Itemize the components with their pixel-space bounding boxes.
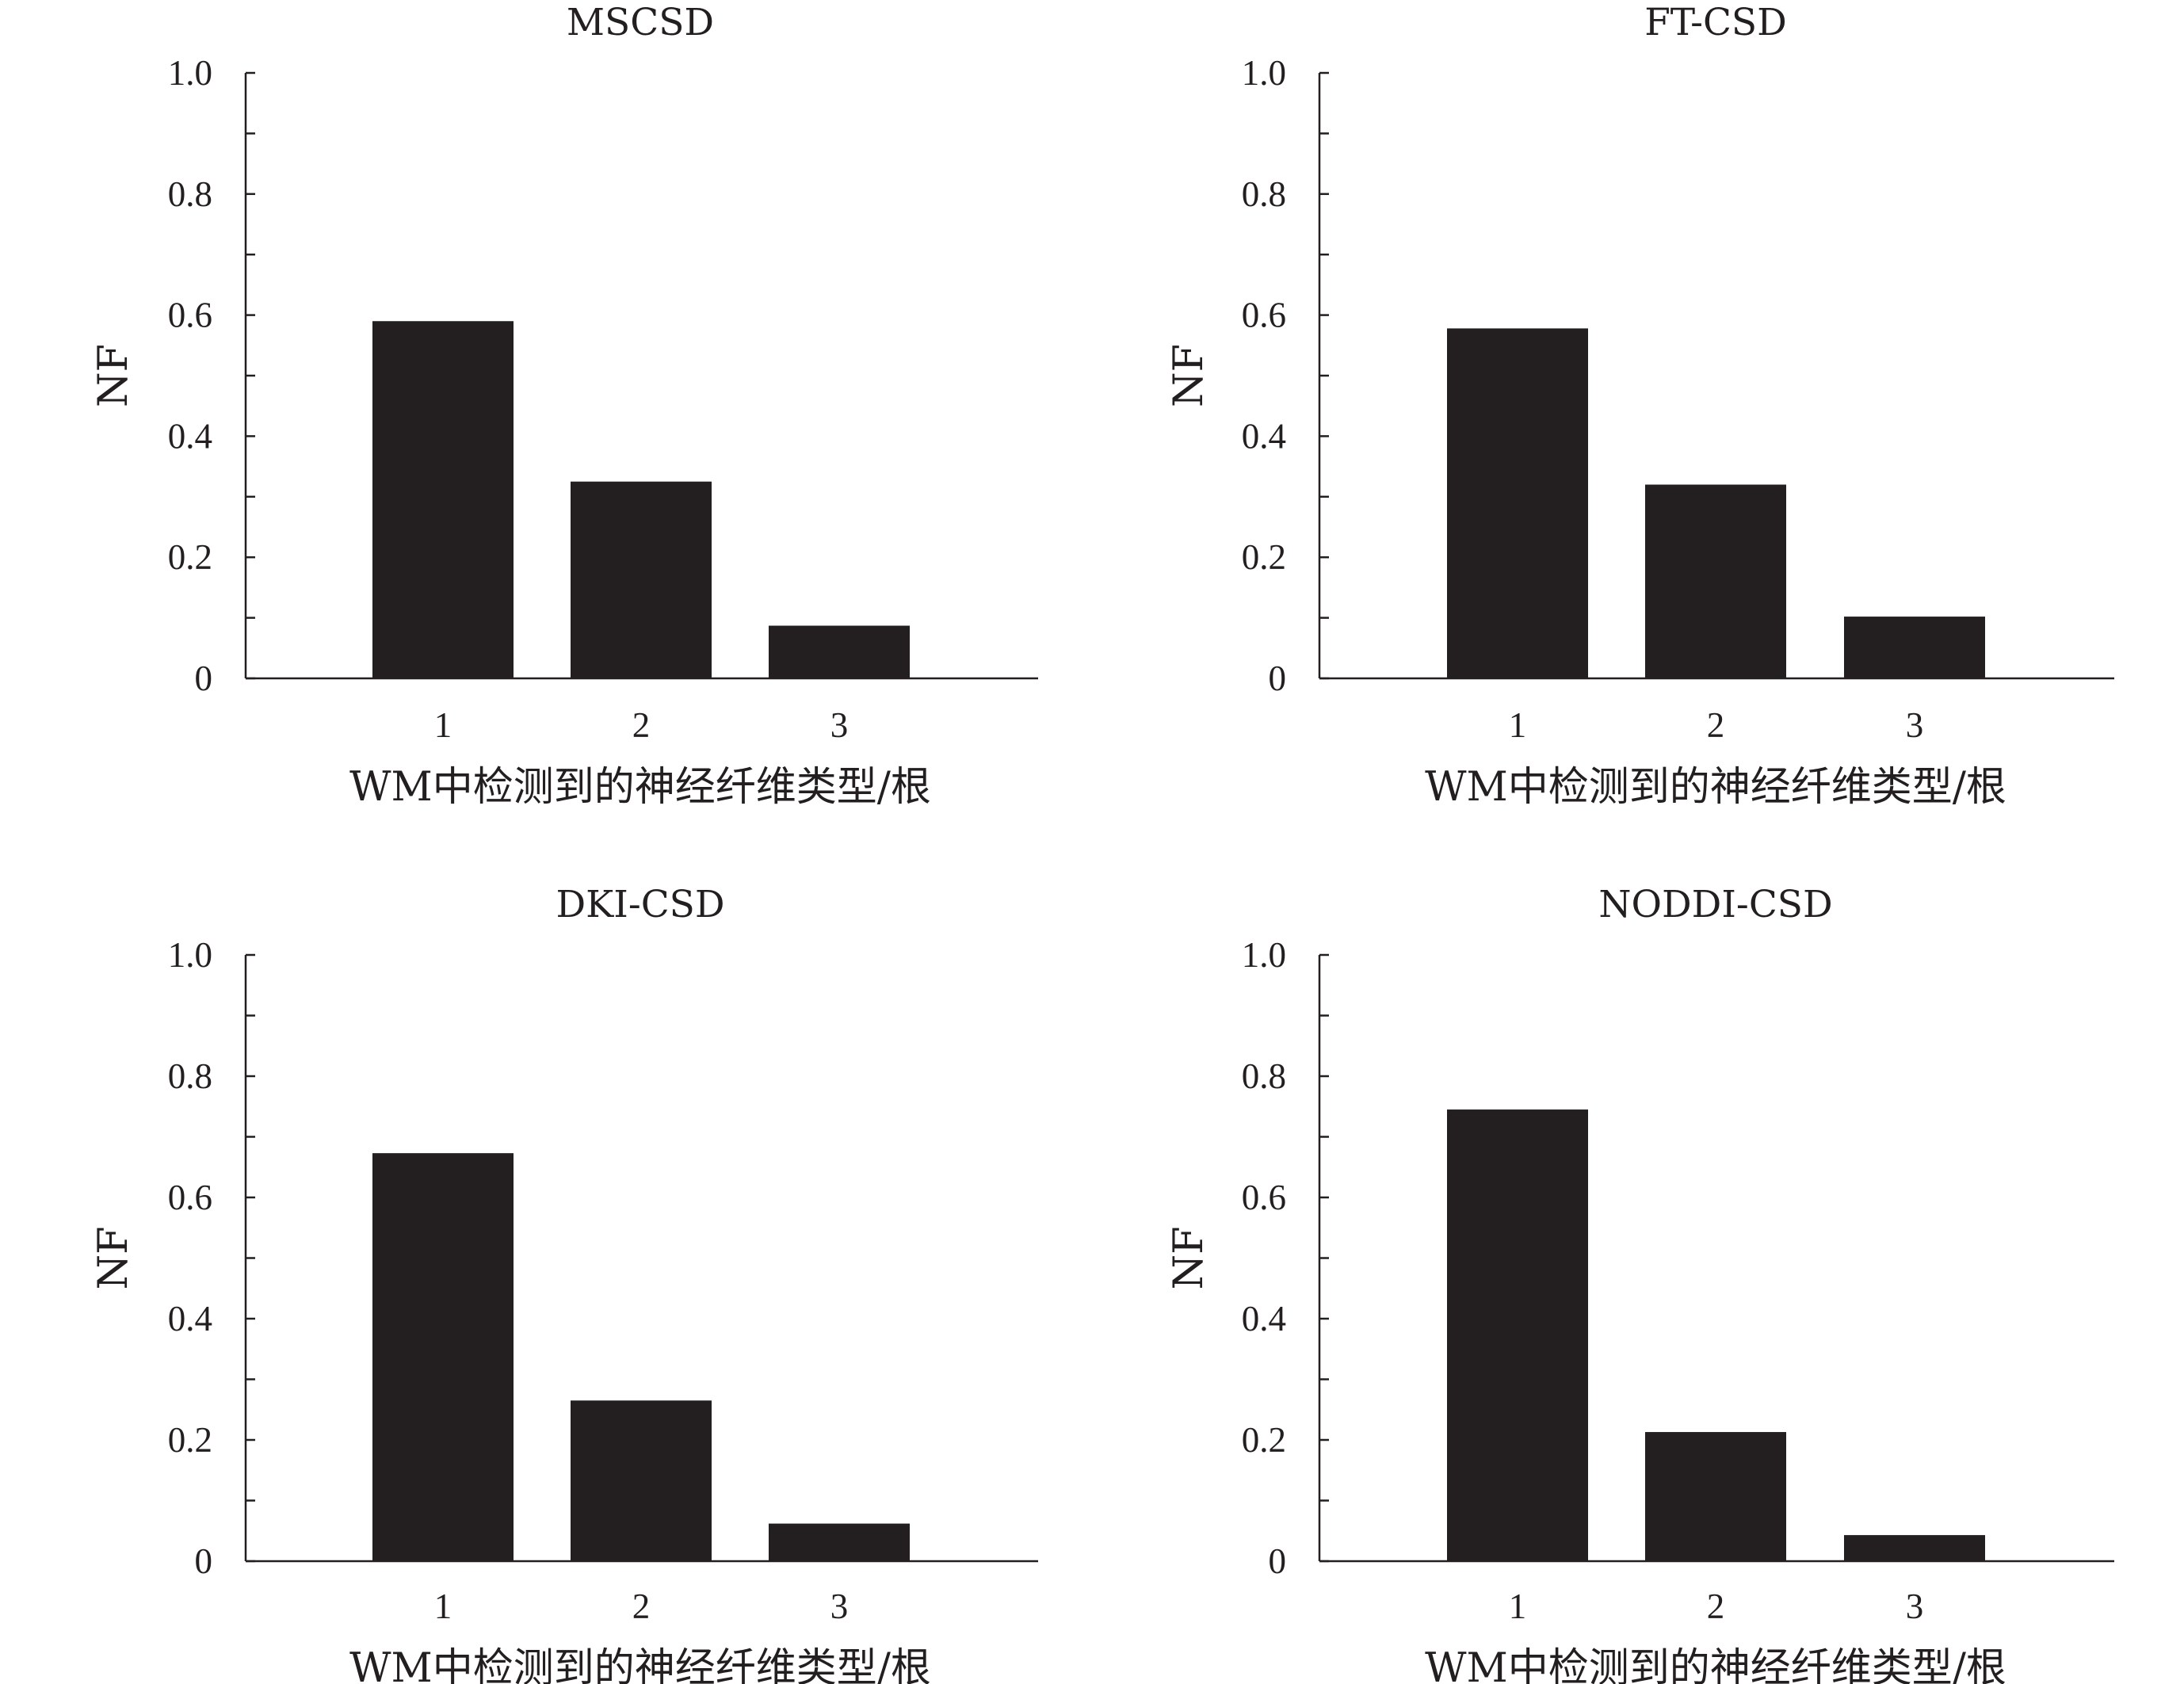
y-tick-label: 0.6 bbox=[168, 296, 212, 335]
x-tick-label: 3 bbox=[830, 705, 849, 745]
x-tick-label: 2 bbox=[1707, 705, 1725, 745]
chart-title: MSCSD bbox=[567, 1, 714, 44]
chart-title: FT-CSD bbox=[1644, 1, 1787, 44]
y-tick-label: 0.4 bbox=[168, 416, 212, 456]
x-tick-label: 3 bbox=[1906, 1587, 1924, 1626]
bar-2 bbox=[571, 481, 712, 678]
bar-1 bbox=[372, 321, 514, 678]
y-tick-label: 0.6 bbox=[1242, 296, 1286, 335]
chart-panel-dkicsd: DKI-CSD 0 0.2 0.4 0.6 0.8 1.0 1 2 3 NF WM中检测到的神经纤维类… bbox=[90, 883, 1038, 1684]
y-tick-label: 0.2 bbox=[168, 1420, 212, 1460]
bar-1 bbox=[372, 1153, 514, 1561]
y-tick-label: 1.0 bbox=[168, 935, 212, 975]
chart-title: DKI-CSD bbox=[556, 883, 724, 926]
x-tick-label: 1 bbox=[434, 705, 452, 745]
y-tick-label: 0.2 bbox=[1242, 1420, 1286, 1460]
y-tick-label: 0.4 bbox=[1242, 1299, 1286, 1338]
y-tick-label: 0 bbox=[195, 659, 213, 698]
y-tick-label: 0 bbox=[1269, 1541, 1287, 1581]
y-tick-label: 0.4 bbox=[1242, 416, 1286, 456]
x-axis-label: WM中检测到的神经纤维类型/根 bbox=[1425, 1645, 2006, 1684]
x-axis-label: WM中检测到的神经纤维类型/根 bbox=[1425, 764, 2006, 811]
y-tick-label: 0.2 bbox=[1242, 537, 1286, 577]
y-tick-label: 0.6 bbox=[168, 1178, 212, 1217]
x-tick-label: 2 bbox=[632, 1587, 651, 1626]
bar-2 bbox=[1645, 1432, 1786, 1561]
y-tick-label: 0.8 bbox=[1242, 174, 1286, 214]
chart-panel-mscsd: MSCSD 0 0.2 0.4 0.6 0.8 1.0 1 2 3 NF WM中检测到的神经纤维类型/… bbox=[90, 1, 1038, 811]
y-tick-label: 0.6 bbox=[1242, 1178, 1286, 1217]
y-tick-label: 0.8 bbox=[1242, 1056, 1286, 1096]
y-tick-label: 0.2 bbox=[168, 537, 212, 577]
x-axis-label: WM中检测到的神经纤维类型/根 bbox=[349, 764, 931, 811]
y-tick-label: 1.0 bbox=[1242, 935, 1286, 975]
x-tick-label: 3 bbox=[1906, 705, 1924, 745]
y-axis-label: NF bbox=[90, 344, 137, 407]
y-tick-label: 0.8 bbox=[168, 1056, 212, 1096]
x-tick-label: 1 bbox=[1509, 705, 1527, 745]
x-tick-label: 2 bbox=[632, 705, 651, 745]
bar-2 bbox=[571, 1400, 712, 1561]
x-tick-label: 3 bbox=[830, 1587, 849, 1626]
bar-3 bbox=[1844, 1535, 1985, 1561]
chart-panel-noddicsd: NODDI-CSD 0 0.2 0.4 0.6 0.8 1.0 1 2 3 NF WM中检测到的神经纤… bbox=[1166, 883, 2114, 1684]
y-axis-label: NF bbox=[1166, 1226, 1212, 1289]
x-tick-label: 1 bbox=[1509, 1587, 1527, 1626]
x-tick-label: 1 bbox=[434, 1587, 452, 1626]
y-tick-label: 0 bbox=[1269, 659, 1287, 698]
bar-3 bbox=[769, 1523, 910, 1561]
chart-title: NODDI-CSD bbox=[1598, 883, 1832, 926]
y-axis-label: NF bbox=[1166, 344, 1212, 407]
y-tick-label: 1.0 bbox=[1242, 53, 1286, 93]
y-tick-label: 1.0 bbox=[168, 53, 212, 93]
bar-3 bbox=[769, 625, 910, 678]
chart-panel-ftcsd: FT-CSD 0 0.2 0.4 0.6 0.8 1.0 1 2 3 NF WM中检测到的神经纤维类型… bbox=[1166, 1, 2114, 811]
bar-3 bbox=[1844, 617, 1985, 678]
x-axis-label: WM中检测到的神经纤维类型/根 bbox=[349, 1645, 931, 1684]
x-tick-label: 2 bbox=[1707, 1587, 1725, 1626]
y-tick-label: 0.4 bbox=[168, 1299, 212, 1338]
y-tick-label: 0 bbox=[195, 1541, 213, 1581]
bar-1 bbox=[1447, 328, 1588, 678]
y-tick-label: 0.8 bbox=[168, 174, 212, 214]
bar-1 bbox=[1447, 1109, 1588, 1561]
bar-2 bbox=[1645, 484, 1786, 678]
y-axis-label: NF bbox=[90, 1226, 137, 1289]
